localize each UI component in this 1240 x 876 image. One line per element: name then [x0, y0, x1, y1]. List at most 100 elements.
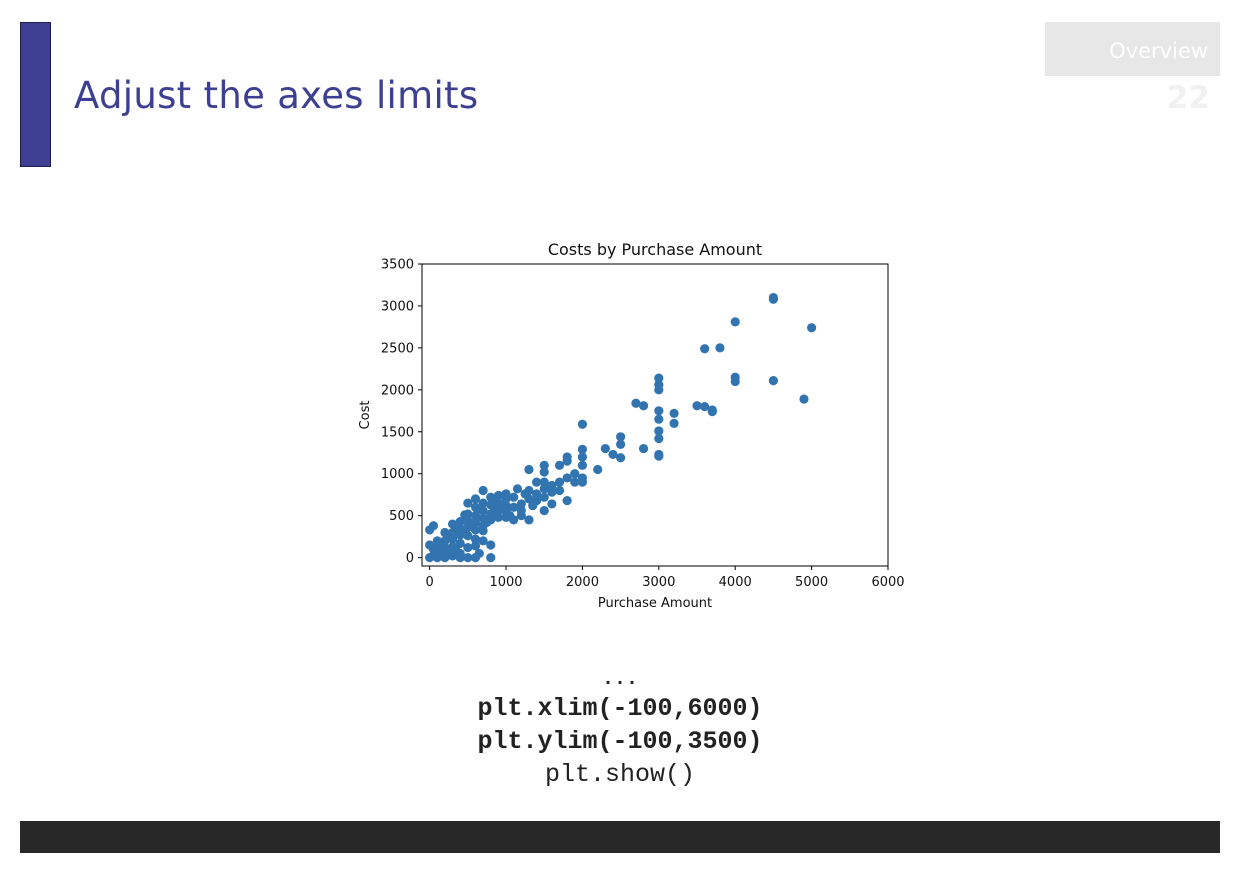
scatter-point — [730, 376, 740, 387]
x-tick-label: 2000 — [566, 575, 599, 590]
scatter-point — [547, 487, 557, 497]
scatter-point — [478, 536, 488, 546]
scatter-point — [486, 553, 496, 563]
y-tick-label: 3000 — [381, 299, 414, 314]
scatter-point — [470, 511, 481, 521]
scatter-point — [570, 477, 580, 487]
scatter-point — [432, 553, 442, 563]
scatter-point — [570, 469, 580, 479]
scatter-point — [700, 402, 710, 412]
y-tick-label: 2500 — [381, 341, 414, 356]
code-snippet: ... plt.xlim(-100,6000) plt.ylim(-100,35… — [0, 668, 1240, 791]
scatter-point — [631, 398, 641, 408]
scatter-point — [554, 485, 565, 496]
scatter-point — [486, 540, 496, 550]
scatter-point — [807, 323, 817, 333]
scatter-point — [715, 343, 725, 353]
scatter-point — [455, 516, 465, 527]
scatter-point — [493, 512, 503, 522]
scatter-point — [467, 521, 477, 531]
y-tick-label: 1500 — [381, 425, 414, 440]
scatter-point — [654, 451, 664, 461]
axis-ticks: 0 1000 2000 3000 4000 5000 6000 0 500 1000 1500 200… — [381, 258, 905, 591]
plot-area — [421, 263, 889, 567]
footer-bar — [20, 821, 1220, 853]
scatter-point — [562, 495, 572, 506]
scatter-point — [707, 407, 717, 417]
scatter-point — [505, 511, 515, 521]
scatter-point — [562, 473, 572, 483]
scatter-point — [425, 553, 435, 563]
scatter-point — [692, 401, 702, 411]
scatter-point — [654, 414, 664, 424]
scatter-point — [531, 489, 542, 499]
scatter-point — [474, 504, 484, 514]
scatter-point — [638, 443, 649, 454]
scatter-point — [470, 541, 481, 551]
scatter-point — [425, 540, 435, 550]
scatter-point — [616, 432, 626, 442]
scatter-point — [669, 418, 679, 428]
scatter-point — [436, 546, 446, 556]
y-tick-label: 1000 — [381, 467, 414, 482]
scatter-point — [608, 449, 618, 460]
scatter-point — [524, 515, 534, 525]
scatter-point — [531, 477, 542, 487]
x-tick-label: 3000 — [642, 575, 675, 590]
y-tick-label: 0 — [406, 551, 414, 566]
scatter-point — [577, 460, 588, 470]
scatter-point — [539, 477, 549, 487]
scatter-point — [616, 439, 626, 449]
scatter-point — [447, 547, 458, 558]
x-tick-label: 6000 — [871, 575, 904, 590]
scatter-point — [554, 477, 565, 487]
scatter-point — [440, 527, 450, 538]
scatter-point — [768, 294, 779, 304]
scatter-chart: 0 1000 2000 3000 4000 5000 6000 0 500 1000 1500 200… — [358, 240, 905, 611]
scatter-point — [478, 526, 488, 536]
x-tick-label: 1000 — [489, 575, 522, 590]
page-number: 22 — [1166, 80, 1210, 116]
chart-markers — [425, 292, 817, 563]
scatter-point — [482, 517, 492, 527]
scatter-point — [654, 373, 664, 383]
x-tick-label: 0 — [425, 575, 433, 590]
scatter-point — [730, 317, 740, 327]
scatter-point — [768, 376, 779, 386]
scatter-point — [470, 534, 481, 544]
scatter-point — [432, 536, 442, 546]
code-ylim-line: plt.ylim(-100,3500) — [477, 727, 763, 756]
code-show-line: plt.show() — [544, 760, 696, 789]
scatter-point — [460, 510, 470, 520]
scatter-point — [528, 501, 538, 511]
scatter-point — [562, 456, 572, 466]
scatter-point — [455, 553, 465, 563]
scatter-point — [489, 496, 500, 507]
scatter-point — [654, 433, 664, 444]
scatter-point — [463, 498, 473, 508]
scatter-point — [577, 419, 588, 429]
section-label: Overview — [1109, 39, 1208, 63]
scatter-point — [512, 484, 523, 494]
scatter-point — [547, 480, 557, 491]
scatter-point — [463, 542, 473, 553]
scatter-point — [547, 499, 557, 509]
scatter-point — [654, 385, 664, 395]
code-ellipsis: ... — [601, 668, 638, 691]
scatter-point — [539, 467, 549, 477]
slide-title: Adjust the axes limits — [74, 74, 479, 117]
scatter-point — [638, 401, 649, 411]
x-axis-label: Purchase Amount — [598, 596, 712, 611]
scatter-point — [489, 506, 500, 516]
title-accent-bar — [20, 22, 51, 167]
scatter-point — [799, 394, 809, 404]
scatter-point — [474, 548, 484, 559]
scatter-point — [577, 452, 588, 462]
code-xlim-line: plt.xlim(-100,6000) — [477, 694, 763, 723]
scatter-point — [539, 492, 549, 502]
scatter-point — [470, 494, 481, 504]
scatter-point — [539, 460, 549, 470]
y-tick-label: 500 — [389, 509, 414, 524]
scatter-point — [700, 344, 710, 354]
scatter-point — [509, 502, 519, 512]
